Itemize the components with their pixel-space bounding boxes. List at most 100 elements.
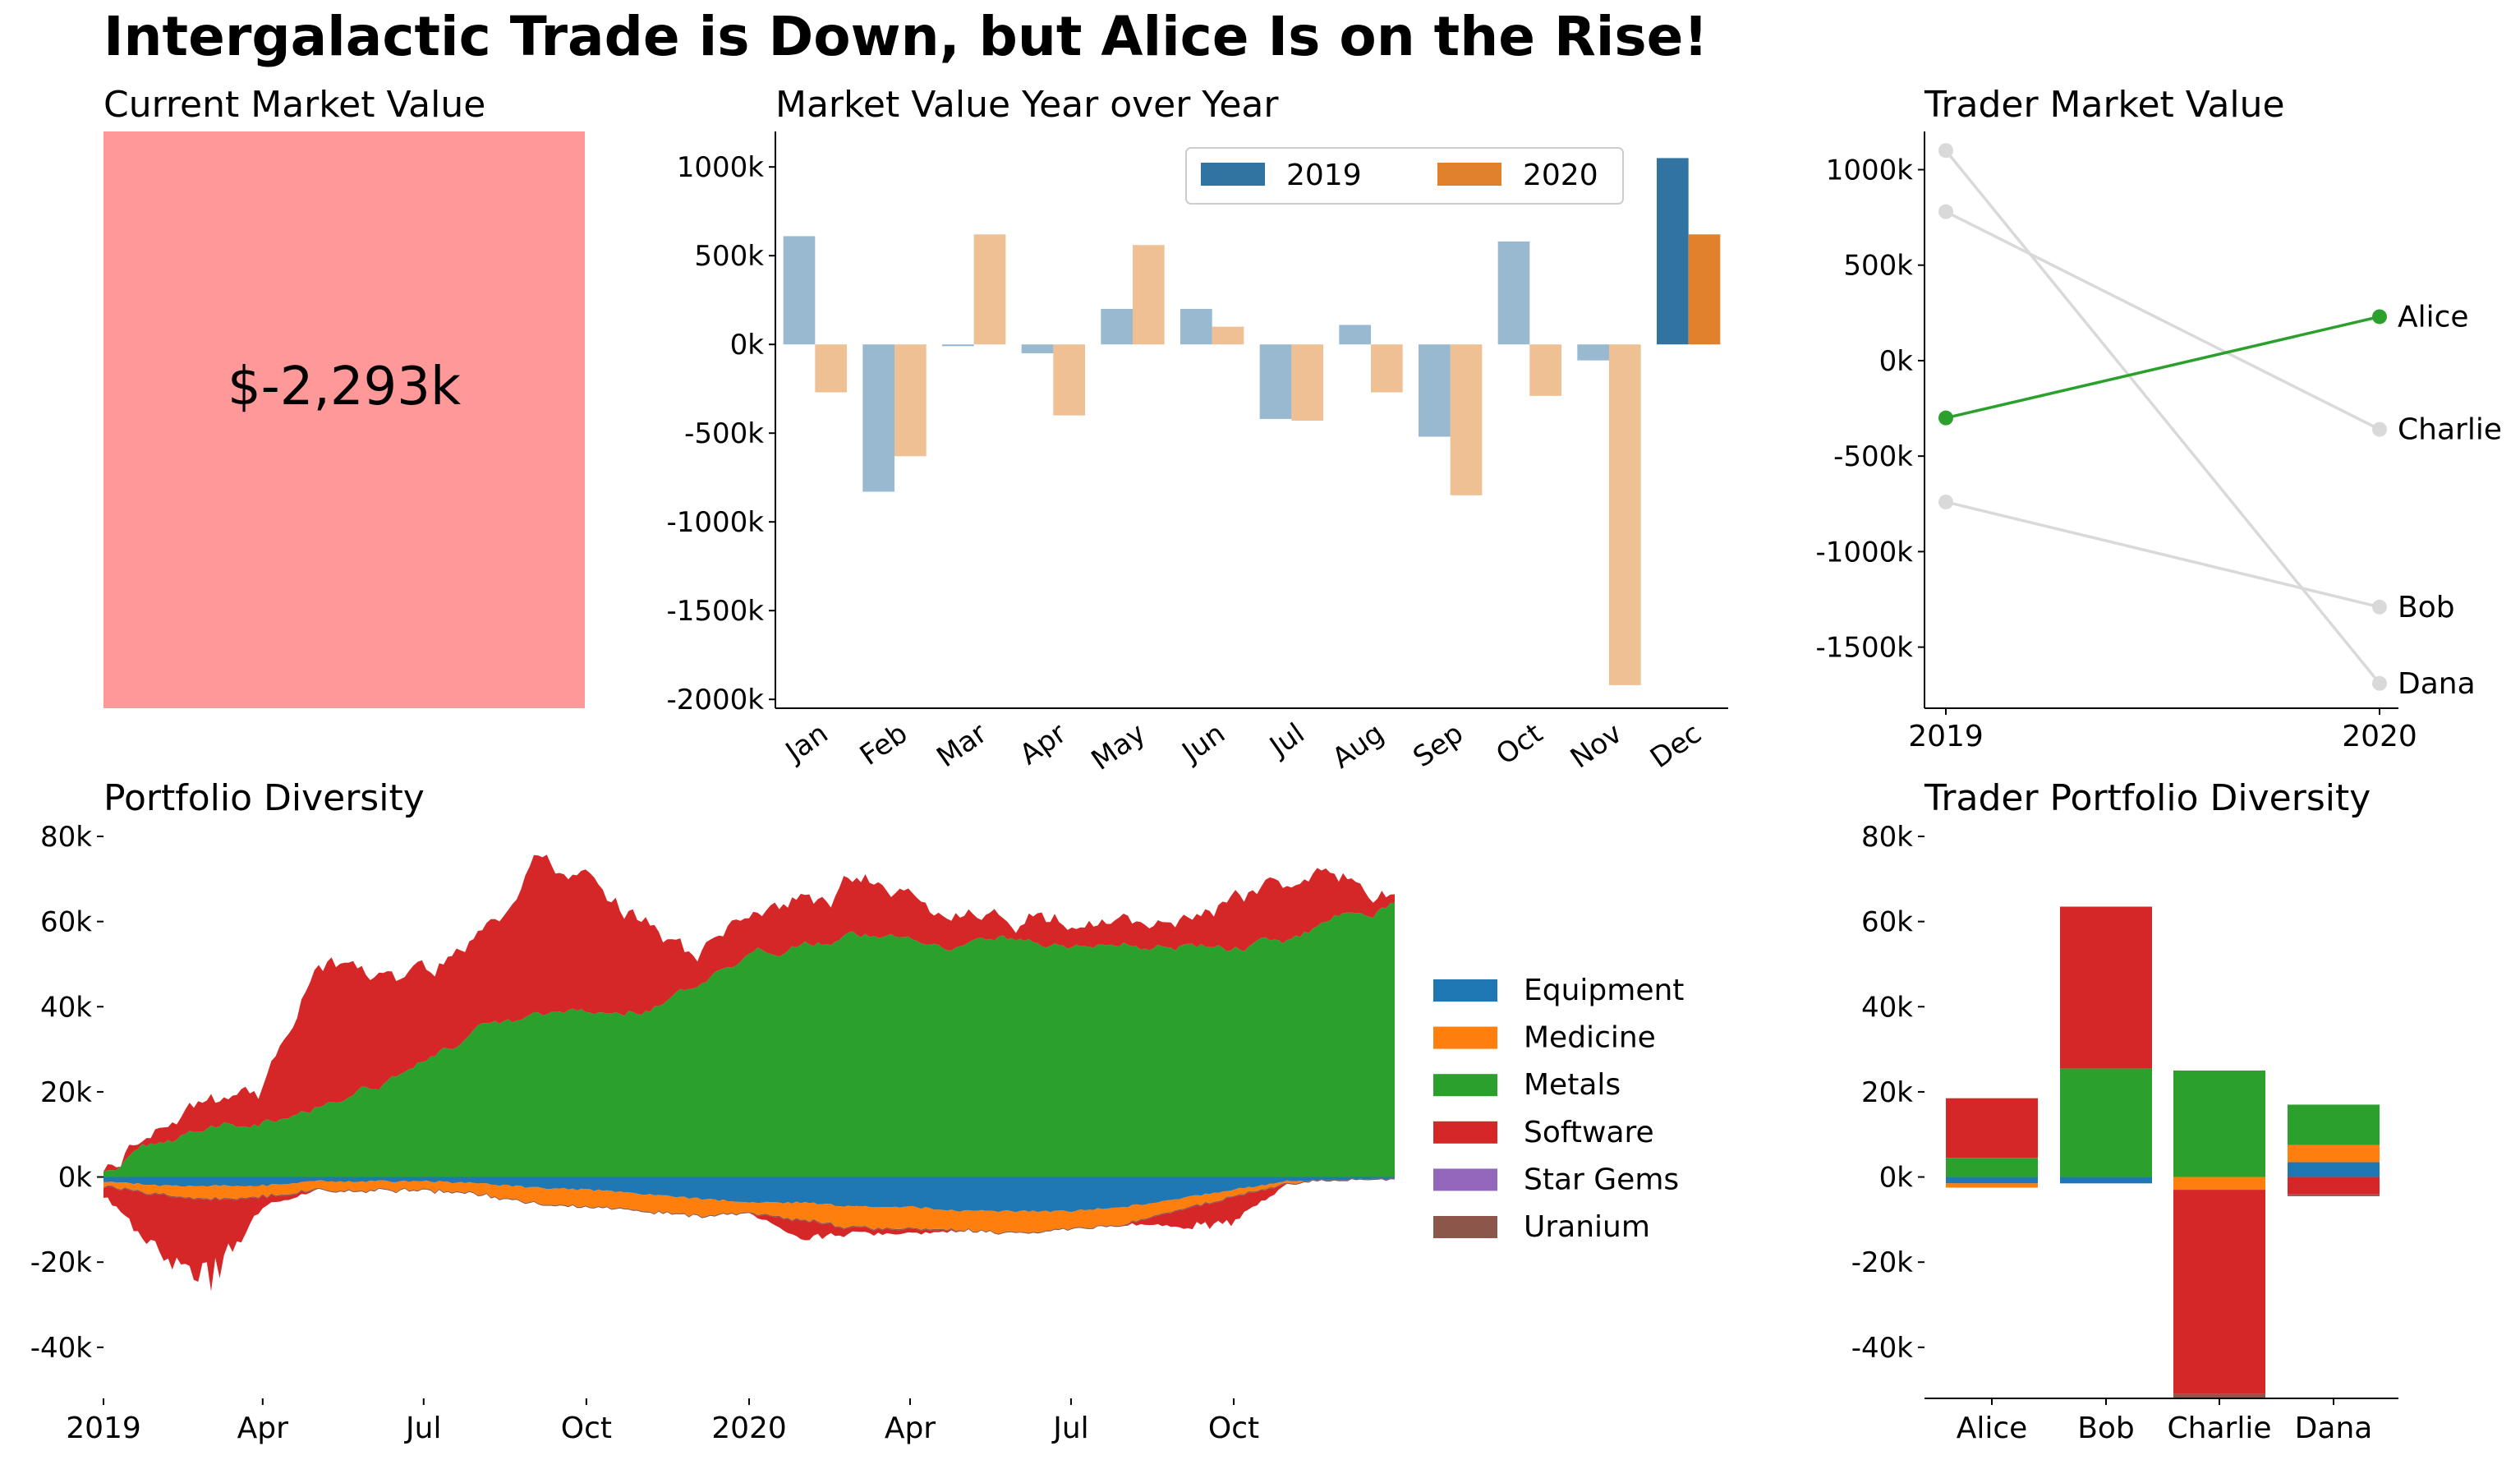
pf-legend-swatch-Software (1433, 1121, 1497, 1144)
pf-legend-swatch-Equipment (1433, 979, 1497, 1002)
tv-point-Bob-2020 (2372, 599, 2387, 615)
pf-legend-label-Equipment: Equipment (1524, 974, 1684, 1007)
portfolio-title: Portfolio Diversity (103, 777, 425, 819)
yoy-bar-2020-Apr (1053, 344, 1085, 416)
tv-line-Bob (1945, 500, 2380, 609)
yoy-xtick-Jul: Jul (1262, 717, 1310, 764)
yoy-chart: Market Value Year over Year Jan Feb Mar Apr… (667, 84, 1728, 777)
tp-bar-Dana-Medicine (2288, 1145, 2380, 1163)
pf-ytick-label: 0k (58, 1162, 93, 1195)
trader-portfolio-chart: Trader Portfolio Diversity Alice Bob Charl… (1851, 777, 2398, 1445)
yoy-xtick-Sep: Sep (1407, 717, 1469, 775)
area-medicine (103, 1178, 1395, 1234)
tp-ytick-label: 60k (1861, 906, 1913, 939)
pf-xtick-label: 2020 (711, 1412, 787, 1445)
yoy-ytick-label: 1000k (677, 151, 765, 184)
trader-value-title: Trader Market Value (1924, 84, 2285, 126)
yoy-ytick-label: 500k (694, 240, 764, 273)
yoy-bar-2020-Jul (1291, 344, 1323, 421)
tp-bar-Charlie-Metals (2173, 1071, 2265, 1177)
yoy-bar-2020-Sep (1450, 344, 1483, 495)
pf-ytick-label: 40k (40, 991, 92, 1024)
tp-bar-Dana-Uranium (2288, 1194, 2380, 1196)
tv-ytick-label: 0k (1879, 345, 1914, 378)
yoy-ytick-label: 0k (730, 329, 765, 362)
yoy-ytick-label: -2000k (667, 684, 765, 716)
pf-xtick-label: Jul (404, 1412, 441, 1445)
tp-xtick-Dana: Dana (2295, 1412, 2373, 1445)
tp-bar-Dana-Equipment (2288, 1162, 2380, 1177)
yoy-legend-swatch-2019 (1201, 163, 1265, 186)
area-software (103, 854, 1395, 1172)
yoy-xtick-Nov: Nov (1565, 717, 1628, 776)
yoy-xtick-Aug: Aug (1327, 717, 1390, 776)
yoy-ytick-label: -1500k (667, 595, 765, 628)
yoy-bar-2019-Mar (942, 344, 974, 347)
pf-xtick-label: Jul (1051, 1412, 1088, 1445)
yoy-bar-2020-Dec (1688, 234, 1721, 345)
tp-bar-Charlie-Uranium (2173, 1393, 2265, 1398)
yoy-legend-label-2020: 2020 (1523, 159, 1598, 192)
yoy-bar-2020-Oct (1529, 344, 1561, 396)
tv-label-Dana: Dana (2398, 667, 2476, 701)
yoy-bar-2020-Feb (894, 344, 927, 457)
yoy-xtick-Apr: Apr (1014, 717, 1072, 772)
tp-xtick-Charlie: Charlie (2168, 1412, 2272, 1445)
yoy-xtick-Mar: Mar (931, 717, 993, 775)
tp-bar-Bob-Equipment (2060, 1177, 2152, 1184)
yoy-ytick-label: -1000k (667, 506, 765, 539)
tp-bar-Charlie-Software (2173, 1190, 2265, 1394)
tv-point-Alice-2019 (1938, 410, 1953, 426)
yoy-bar-2019-May (1101, 309, 1133, 345)
portfolio-chart: Portfolio Diversity 80k 60k 40k 20k 0k -20k -4… (30, 777, 1685, 1445)
yoy-bar-2020-Aug (1371, 344, 1403, 393)
pf-xtick-label: Apr (237, 1412, 288, 1445)
tp-bar-Charlie-Medicine (2173, 1177, 2265, 1191)
tv-point-Alice-2020 (2372, 309, 2387, 325)
yoy-bar-2020-Mar (973, 234, 1006, 345)
yoy-ytick-label: -500k (684, 417, 764, 450)
yoy-legend-label-2019: 2019 (1286, 159, 1362, 192)
yoy-bar-2019-Aug (1339, 325, 1371, 345)
pf-legend-label-Software: Software (1524, 1116, 1654, 1149)
tp-ytick-label: 40k (1861, 991, 1913, 1024)
tv-label-Charlie: Charlie (2398, 413, 2502, 447)
yoy-xtick-Dec: Dec (1644, 717, 1708, 776)
yoy-bar-2019-Nov (1577, 344, 1609, 361)
pf-xtick-label: Oct (561, 1412, 612, 1445)
pf-ytick-label: 80k (40, 821, 92, 854)
yoy-bar-2019-Feb (862, 344, 894, 492)
tp-bar-Bob-Software (2060, 906, 2152, 1069)
tv-point-Dana-2020 (2372, 675, 2387, 691)
yoy-xtick-Feb: Feb (854, 717, 913, 772)
tp-bar-Alice-Medicine (1946, 1183, 2038, 1188)
yoy-bar-2019-Jul (1259, 344, 1292, 419)
yoy-xtick-Oct: Oct (1490, 717, 1548, 771)
yoy-legend-box (1185, 147, 1624, 205)
yoy-bar-2019-Oct (1497, 241, 1530, 345)
kpi-title: Current Market Value (103, 84, 485, 126)
tv-line-Alice (1945, 315, 2380, 420)
pf-legend-swatch-Metals (1433, 1074, 1497, 1097)
tv-ytick-label: -500k (1833, 440, 1913, 473)
yoy-bar-2019-Apr (1021, 344, 1054, 353)
pf-legend-swatch-Medicine (1433, 1026, 1497, 1049)
tp-ytick-label: -20k (1851, 1246, 1914, 1279)
tv-point-Bob-2019 (1938, 494, 1953, 509)
pf-legend-label-Metals: Metals (1524, 1068, 1621, 1102)
pf-xtick-label: Apr (885, 1412, 936, 1445)
area-software-negative (103, 1179, 1395, 1292)
yoy-bar-2019-Jan (783, 236, 816, 345)
pf-ytick-label: 20k (40, 1076, 92, 1109)
tp-bar-Dana-Software (2288, 1177, 2380, 1195)
kpi-value: $-2,293k (228, 357, 461, 417)
kpi-panel: Current Market Value $-2,293k (103, 84, 585, 708)
tp-xtick-Alice: Alice (1957, 1412, 2028, 1445)
pf-ytick-label: -20k (30, 1246, 93, 1279)
yoy-bar-2020-Jun (1212, 326, 1244, 345)
yoy-bar-2019-Jun (1180, 309, 1212, 345)
tv-xtick-label: 2020 (2342, 720, 2417, 753)
tv-point-Charlie-2019 (1938, 204, 1953, 219)
yoy-xtick-Jan: Jan (779, 717, 835, 770)
